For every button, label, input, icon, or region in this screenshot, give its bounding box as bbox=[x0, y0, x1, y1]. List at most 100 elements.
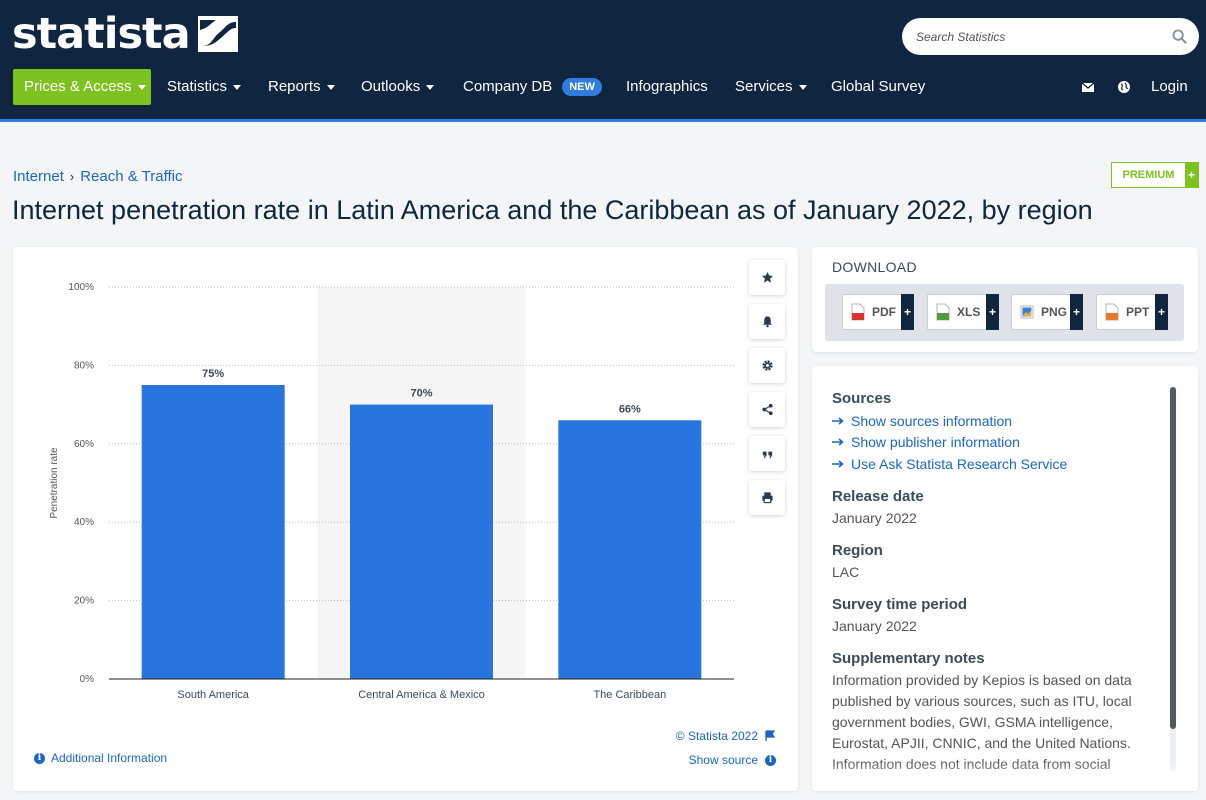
nav-infographics[interactable]: Infographics bbox=[626, 69, 708, 105]
details-content: Sources Show sources information Show pu… bbox=[832, 390, 1152, 775]
nav-statistics[interactable]: Statistics bbox=[167, 69, 242, 105]
download-png-button[interactable]: PNG + bbox=[1011, 294, 1083, 330]
premium-label: PREMIUM bbox=[1122, 169, 1175, 181]
share-button[interactable] bbox=[749, 392, 785, 427]
download-format-label: PPT bbox=[1126, 305, 1150, 319]
show-source-link[interactable]: Show source i bbox=[689, 753, 776, 767]
details-scrollbar[interactable] bbox=[1170, 387, 1176, 771]
y-tick-label: 40% bbox=[74, 517, 94, 528]
link-label: Show publisher information bbox=[851, 434, 1020, 451]
show-publisher-link[interactable]: Show publisher information bbox=[832, 432, 1152, 454]
bar bbox=[141, 385, 285, 679]
nav-label: Prices & Access bbox=[24, 78, 132, 95]
download-xls-button[interactable]: XLS + bbox=[927, 294, 999, 330]
breadcrumb: Internet › Reach & Traffic bbox=[13, 168, 183, 185]
print-button[interactable] bbox=[749, 480, 785, 515]
globe-icon[interactable] bbox=[1116, 79, 1132, 95]
bar bbox=[558, 420, 702, 679]
nav-label: Infographics bbox=[626, 78, 708, 95]
print-icon bbox=[761, 492, 773, 504]
show-sources-link[interactable]: Show sources information bbox=[832, 410, 1152, 432]
search-input[interactable] bbox=[916, 18, 1166, 55]
main-nav: Prices & Access Statistics Reports Outlo… bbox=[0, 69, 1206, 105]
y-tick-label: 100% bbox=[68, 282, 94, 293]
plus-icon: + bbox=[1155, 294, 1168, 330]
download-ppt-button[interactable]: PPT + bbox=[1096, 294, 1168, 330]
flag-icon bbox=[765, 730, 776, 741]
login-link[interactable]: Login bbox=[1151, 69, 1188, 105]
page-title: Internet penetration rate in Latin Ameri… bbox=[12, 195, 1093, 225]
release-date-heading: Release date bbox=[832, 487, 924, 505]
download-format-label: PDF bbox=[872, 305, 896, 319]
plus-icon: + bbox=[901, 294, 914, 330]
source-links: Show sources information Show publisher … bbox=[832, 410, 1152, 475]
sources-heading: Sources bbox=[832, 390, 892, 407]
bar-chart: 0% 20% 40% 60% 80% 100% Penetration rate 75% Sou… bbox=[49, 282, 734, 701]
y-tick-label: 80% bbox=[74, 360, 94, 371]
breadcrumb-item-internet[interactable]: Internet bbox=[13, 168, 64, 185]
nav-services[interactable]: Services bbox=[735, 69, 807, 105]
y-axis-label: Penetration rate bbox=[49, 447, 60, 519]
mail-icon[interactable] bbox=[1080, 79, 1096, 95]
nav-label: Reports bbox=[268, 78, 321, 95]
chevron-down-icon bbox=[137, 84, 146, 90]
x-tick-label: Central America & Mexico bbox=[358, 689, 485, 701]
cite-button[interactable] bbox=[749, 436, 785, 471]
nav-label: Company DB bbox=[463, 78, 553, 95]
statista-copyright[interactable]: © Statista 2022 bbox=[676, 729, 776, 743]
bell-icon bbox=[762, 316, 772, 328]
survey-period-heading: Survey time period bbox=[832, 595, 968, 613]
download-title: DOWNLOAD bbox=[832, 259, 917, 275]
download-format-label: PNG bbox=[1041, 305, 1068, 319]
settings-button[interactable] bbox=[749, 348, 785, 383]
nav-label: Global Survey bbox=[831, 78, 926, 95]
scrollbar-thumb[interactable] bbox=[1170, 387, 1176, 729]
plus-icon: + bbox=[1070, 294, 1083, 330]
download-pdf-button[interactable]: PDF + bbox=[842, 294, 914, 330]
nav-label: Statistics bbox=[167, 78, 228, 95]
share-icon bbox=[761, 403, 773, 416]
favorite-button[interactable] bbox=[749, 260, 785, 295]
nav-label: Outlooks bbox=[361, 78, 421, 95]
nav-reports[interactable]: Reports bbox=[268, 69, 335, 105]
region-heading: Region bbox=[832, 541, 883, 559]
nav-prices-access[interactable]: Prices & Access bbox=[13, 69, 151, 105]
pdf-file-icon bbox=[851, 303, 865, 321]
info-icon: i bbox=[34, 752, 45, 764]
download-buttons: PDF + XLS + PNG + PPT + bbox=[825, 284, 1184, 341]
statista-logo[interactable]: statista bbox=[12, 10, 238, 58]
nav-outlooks[interactable]: Outlooks bbox=[361, 69, 435, 105]
scroll-fade bbox=[812, 761, 1198, 791]
xls-file-icon bbox=[936, 303, 950, 321]
y-tick-label: 20% bbox=[74, 596, 94, 607]
download-card: DOWNLOAD PDF + XLS + PNG + PPT + bbox=[812, 247, 1198, 352]
additional-information-text: Additional Information bbox=[51, 751, 168, 765]
nav-label: Services bbox=[735, 78, 793, 95]
download-format-label: XLS bbox=[957, 305, 981, 319]
plus-icon: + bbox=[986, 294, 999, 330]
chart-card: 0% 20% 40% 60% 80% 100% Penetration rate 75% Sou… bbox=[13, 247, 798, 791]
x-tick-label: The Caribbean bbox=[593, 689, 666, 701]
arrow-right-icon bbox=[832, 438, 844, 446]
search-box[interactable] bbox=[902, 18, 1199, 55]
chevron-down-icon bbox=[326, 84, 335, 90]
copyright-text: © Statista 2022 bbox=[675, 729, 758, 743]
star-icon bbox=[761, 271, 773, 283]
additional-information-link[interactable]: i Additional Information bbox=[34, 751, 167, 765]
search-icon[interactable] bbox=[1172, 29, 1187, 44]
arrow-right-icon bbox=[832, 417, 844, 425]
ppt-file-icon bbox=[1105, 303, 1119, 321]
ask-statista-link[interactable]: Use Ask Statista Research Service bbox=[832, 453, 1152, 475]
notification-button[interactable] bbox=[749, 304, 785, 339]
nav-company-db[interactable]: Company DB NEW bbox=[463, 69, 602, 105]
supplementary-notes-text: Information provided by Kepios is based … bbox=[832, 671, 1132, 772]
breadcrumb-item-reach-traffic[interactable]: Reach & Traffic bbox=[80, 168, 183, 185]
data-label: 70% bbox=[410, 388, 432, 400]
data-label: 75% bbox=[202, 368, 224, 380]
supplementary-notes-heading: Supplementary notes bbox=[832, 649, 985, 667]
nav-global-survey[interactable]: Global Survey bbox=[831, 69, 925, 105]
arrow-right-icon bbox=[832, 460, 844, 468]
info-icon: i bbox=[765, 754, 776, 766]
x-tick-label: South America bbox=[177, 689, 249, 701]
premium-badge[interactable]: PREMIUM + bbox=[1111, 162, 1199, 188]
